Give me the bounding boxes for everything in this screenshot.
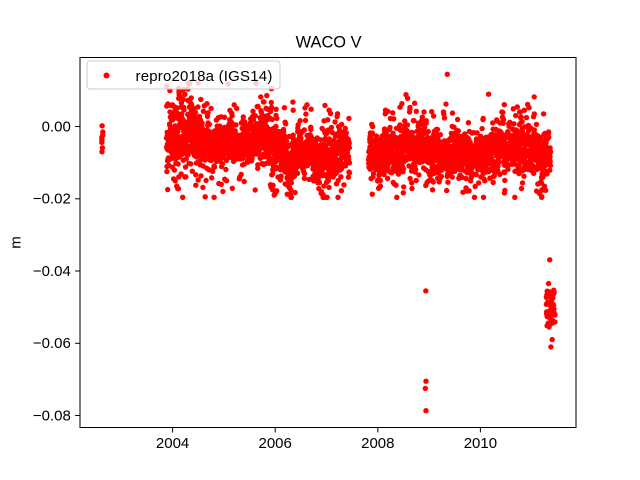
svg-text:WACO V: WACO V xyxy=(296,34,362,52)
svg-text:2010: 2010 xyxy=(464,435,497,452)
svg-text:0.00: 0.00 xyxy=(42,118,71,135)
svg-text:2004: 2004 xyxy=(156,435,189,452)
svg-text:2008: 2008 xyxy=(361,435,394,452)
svg-text:−0.04: −0.04 xyxy=(33,263,71,280)
svg-text:−0.06: −0.06 xyxy=(33,335,71,352)
svg-text:−0.08: −0.08 xyxy=(33,407,71,424)
svg-text:repro2018a (IGS14): repro2018a (IGS14) xyxy=(136,68,273,85)
svg-text:−0.02: −0.02 xyxy=(33,191,71,208)
svg-text:2006: 2006 xyxy=(259,435,292,452)
svg-text:m: m xyxy=(8,236,25,249)
